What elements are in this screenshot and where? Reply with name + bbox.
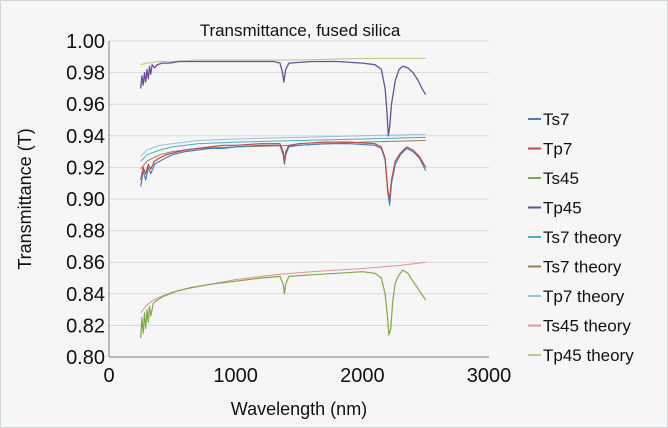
- x-tick-label: 1000: [213, 365, 258, 387]
- y-tick-label: 0.94: [66, 126, 105, 148]
- x-tick-label: 3000: [467, 365, 512, 387]
- x-axis-label: Wavelength (nm): [231, 399, 367, 419]
- legend-label-ts7: Ts7: [543, 110, 569, 129]
- series-line-tp7: [140, 141, 427, 200]
- series-line-ts7-theory: [140, 136, 426, 162]
- series-line-ts45: [140, 269, 427, 339]
- legend-label-ts7-theory: Ts7 theory: [543, 228, 622, 247]
- y-tick-label: 0.84: [66, 284, 105, 306]
- gridlines: [109, 40, 489, 326]
- series-line-tp45: [140, 60, 427, 137]
- legend: Ts7 Tp7 Ts45 Tp45 Ts7 theory Ts7 theory Tp7 th…: [528, 110, 634, 365]
- legend-label-tp7-theory: Tp7 theory: [543, 287, 625, 306]
- y-axis-label: Transmittance (T): [15, 128, 35, 269]
- y-tick-label: 0.86: [66, 252, 105, 274]
- legend-label-ts7-theory: Ts7 theory: [543, 258, 622, 277]
- series-line-tp7-theory: [140, 133, 426, 157]
- y-tick-label: 0.88: [66, 221, 105, 243]
- y-tick-label: 0.90: [66, 189, 105, 211]
- series-lines: [140, 57, 427, 339]
- series-line-ts7: [140, 143, 427, 206]
- series-line-tp45-theory: [140, 57, 426, 66]
- y-tick-label: 1.00: [66, 31, 105, 53]
- legend-label-ts45-theory: Ts45 theory: [543, 317, 631, 336]
- x-tick-label: 2000: [340, 365, 385, 387]
- legend-label-tp45: Tp45: [543, 199, 582, 218]
- y-tick-label: 0.82: [66, 315, 105, 337]
- y-tick-label: 0.96: [66, 94, 105, 116]
- y-tick-label: 0.98: [66, 63, 105, 85]
- y-tick-label: 0.92: [66, 157, 105, 179]
- x-tick-label: 0: [103, 365, 114, 387]
- legend-label-tp7: Tp7: [543, 140, 572, 159]
- chart-title: Transmittance, fused silica: [200, 21, 401, 40]
- legend-label-ts45: Ts45: [543, 169, 579, 188]
- y-tick-label: 0.80: [66, 347, 105, 369]
- legend-label-tp45-theory: Tp45 theory: [543, 346, 634, 365]
